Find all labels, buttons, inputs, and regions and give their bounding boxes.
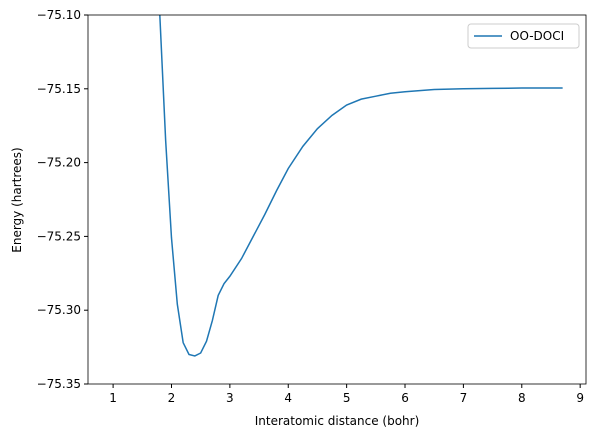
x-tick-label: 8 (518, 391, 526, 405)
x-tick-label: 6 (401, 391, 409, 405)
y-tick-label: −75.30 (37, 303, 81, 317)
y-tick-label: −75.25 (37, 229, 81, 243)
line-series (159, 15, 563, 357)
y-axis-label: Energy (hartrees) (10, 147, 24, 252)
x-tick-label: 3 (226, 391, 234, 405)
plot-frame (87, 14, 587, 385)
x-tick-label: 1 (109, 391, 117, 405)
x-tick-label: 2 (168, 391, 176, 405)
legend-box (467, 23, 580, 49)
y-tick-label: −75.20 (37, 156, 81, 170)
plot-area (159, 15, 563, 357)
x-tick-label: 5 (343, 391, 351, 405)
y-tick-label: −75.35 (37, 377, 81, 391)
y-tick-label: −75.15 (37, 82, 81, 96)
x-tick-label: 7 (460, 391, 468, 405)
x-tick-label: 9 (576, 391, 584, 405)
legend-label: OO-DOCI (510, 29, 564, 43)
x-axis-label: Interatomic distance (bohr) (255, 414, 420, 428)
y-tick-label: −75.10 (37, 8, 81, 22)
x-tick-label: 4 (284, 391, 292, 405)
